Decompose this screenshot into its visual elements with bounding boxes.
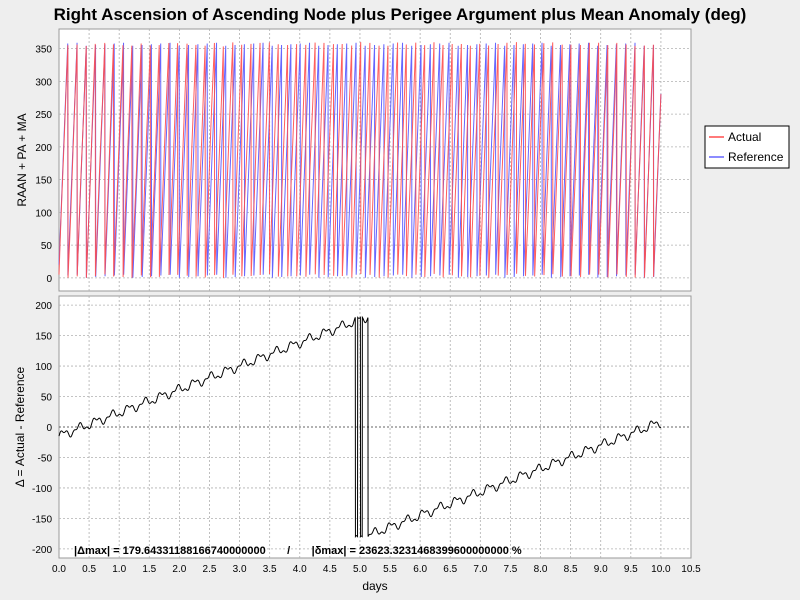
bottom-y-tick-label: 0 — [46, 423, 52, 434]
x-tick-label: 7.0 — [473, 564, 487, 575]
bottom-y-tick-label: -200 — [32, 545, 52, 556]
x-tick-label: 6.0 — [413, 564, 427, 575]
top-y-tick-label: 150 — [35, 176, 52, 187]
x-tick-label: 9.0 — [594, 564, 608, 575]
x-tick-label: 8.5 — [564, 564, 578, 575]
x-tick-label: 4.5 — [323, 564, 337, 575]
x-tick-label: 4.0 — [293, 564, 307, 575]
bottom-y-tick-label: 50 — [41, 393, 53, 404]
x-tick-label: 9.5 — [624, 564, 638, 575]
x-tick-label: 1.0 — [112, 564, 126, 575]
bottom-y-tick-labels: 200 150 100 50 0 -50 -100 -150 -200 — [32, 301, 52, 556]
x-tick-label: 0.0 — [52, 564, 66, 575]
top-y-tick-label: 300 — [35, 77, 52, 88]
top-y-tick-label: 250 — [35, 110, 52, 121]
x-tick-label: 3.5 — [263, 564, 277, 575]
x-tick-label: 10.0 — [651, 564, 671, 575]
top-y-tick-label: 50 — [41, 241, 53, 252]
bottom-series-group — [58, 315, 662, 539]
top-y-tick-label: 350 — [35, 45, 52, 56]
top-y-tick-label: 200 — [35, 143, 52, 154]
x-tick-label: 10.5 — [681, 564, 701, 575]
x-tick-label: 0.5 — [82, 564, 96, 575]
chart-title: Right Ascension of Ascending Node plus P… — [54, 5, 747, 24]
legend-actual-label: Actual — [728, 130, 761, 144]
bottom-y-tick-label: 100 — [35, 362, 52, 373]
x-tick-label: 3.0 — [233, 564, 247, 575]
top-y-axis-label: RAAN + PA + MA — [15, 113, 29, 206]
top-y-tick-label: 0 — [46, 274, 52, 285]
delta-series-line — [58, 315, 662, 539]
legend: Actual Reference — [704, 125, 790, 169]
x-tick-label: 1.5 — [142, 564, 156, 575]
bottom-y-tick-label: -100 — [32, 484, 52, 495]
top-series-group — [58, 42, 662, 278]
x-tick-labels: 0.0 0.5 1.0 1.5 2.0 2.5 3.0 3.5 4.0 4.5 5.0 5.5 6.0 6… — [52, 564, 701, 575]
bottom-y-tick-label: -50 — [38, 453, 53, 464]
delta-annotation: |Δmax| = 179.64331188166740000000 / |δma… — [74, 545, 522, 557]
x-tick-label: 2.0 — [172, 564, 186, 575]
bottom-y-tick-label: 150 — [35, 332, 52, 343]
x-tick-label: 7.5 — [503, 564, 517, 575]
x-tick-label: 5.0 — [353, 564, 367, 575]
x-tick-label: 8.0 — [534, 564, 548, 575]
top-y-tick-label: 100 — [35, 208, 52, 219]
actual-series-line — [58, 42, 662, 278]
top-y-tick-labels: 0 50 100 150 200 250 300 350 — [35, 45, 52, 285]
bottom-y-tick-label: -150 — [32, 514, 52, 525]
x-axis-label: days — [362, 579, 387, 593]
legend-reference-label: Reference — [728, 150, 784, 164]
bottom-y-axis-label: Δ = Actual - Reference — [13, 366, 27, 487]
x-tick-label: 2.5 — [203, 564, 217, 575]
x-tick-label: 6.5 — [443, 564, 457, 575]
bottom-y-tick-label: 200 — [35, 301, 52, 312]
x-tick-label: 5.5 — [383, 564, 397, 575]
legend-box — [704, 125, 790, 169]
bottom-gridlines — [59, 296, 691, 558]
